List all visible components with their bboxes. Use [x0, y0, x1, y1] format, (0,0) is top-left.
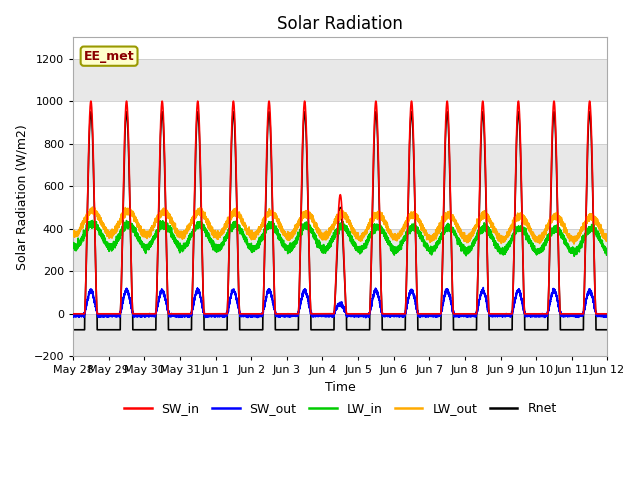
- Bar: [73, 229, 607, 271]
- X-axis label: Time: Time: [325, 381, 356, 394]
- Bar: [73, 314, 607, 356]
- Y-axis label: Solar Radiation (W/m2): Solar Radiation (W/m2): [15, 124, 28, 270]
- Title: Solar Radiation: Solar Radiation: [277, 15, 403, 33]
- Bar: [73, 59, 607, 101]
- Bar: [73, 144, 607, 186]
- Legend: SW_in, SW_out, LW_in, LW_out, Rnet: SW_in, SW_out, LW_in, LW_out, Rnet: [119, 397, 561, 420]
- Text: EE_met: EE_met: [84, 49, 134, 63]
